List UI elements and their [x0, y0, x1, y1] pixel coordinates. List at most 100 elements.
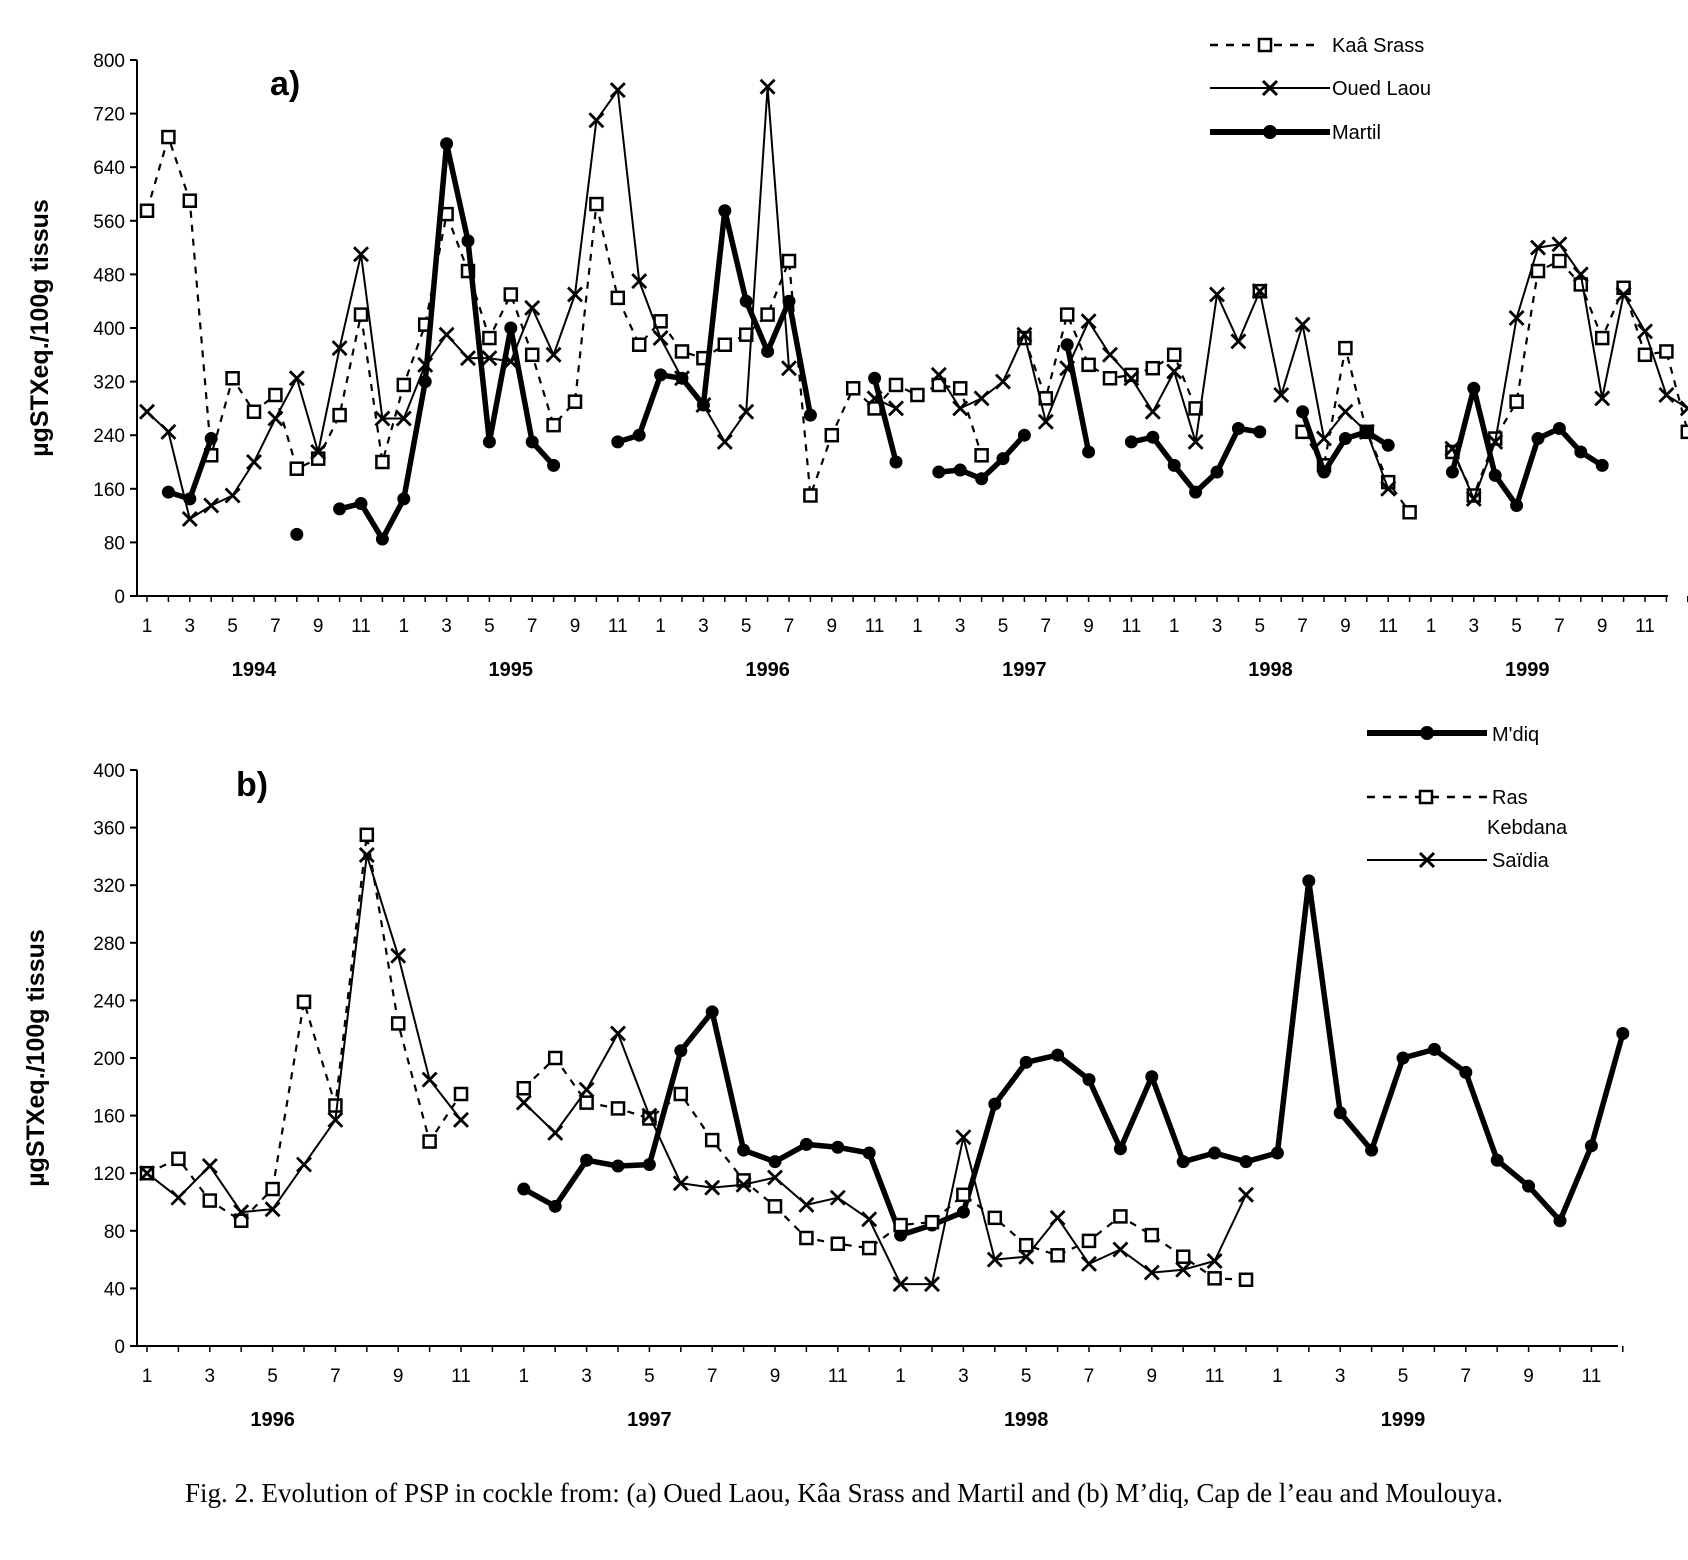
- series-line-ka-srass: [1451, 259, 1688, 497]
- data-point-martil: [739, 294, 753, 308]
- data-point-ka-srass: [1402, 505, 1417, 520]
- x-tick-label-a: 5: [998, 616, 1009, 637]
- data-point-sa-dia: [547, 1124, 564, 1141]
- data-point-oued-laou: [1037, 413, 1054, 430]
- data-point-martil: [868, 371, 882, 385]
- data-point-m-diq: [1490, 1153, 1504, 1167]
- x-tick-label-a: 1: [399, 616, 410, 637]
- series-line-martil: [1064, 344, 1092, 453]
- y-tick-label-b: 80: [104, 1222, 125, 1243]
- data-point-oued-laou: [438, 326, 455, 343]
- data-point-martil: [1531, 432, 1545, 446]
- data-point-sa-dia: [1143, 1264, 1160, 1281]
- legend-a-oued-laou-marker: [1261, 79, 1279, 97]
- legend-a: Kaâ Srass Oued Laou Martil: [1210, 35, 1431, 144]
- data-point-oued-laou: [374, 410, 391, 427]
- data-point-martil: [1360, 425, 1374, 439]
- x-tick-label-a: 1: [912, 616, 923, 637]
- x-tick-label-b: 9: [393, 1366, 404, 1387]
- data-point-ka-srass: [332, 407, 347, 423]
- series-line-oued-laou: [146, 85, 790, 520]
- data-point-martil: [1124, 435, 1138, 449]
- x-tick-label-a: 9: [1597, 616, 1608, 637]
- data-point-ka-srass: [524, 347, 540, 363]
- data-point-martil: [397, 492, 411, 506]
- data-point-sa-dia: [1238, 1186, 1254, 1203]
- data-point-ras-kebdana: [359, 827, 375, 843]
- data-point-sa-dia: [735, 1176, 752, 1193]
- panel-tag-b: b): [236, 766, 268, 804]
- data-point-ras-kebdana: [924, 1214, 940, 1230]
- data-point-sa-dia: [201, 1158, 218, 1174]
- data-point-sa-dia: [892, 1276, 909, 1293]
- x-tick-label-a: 7: [1554, 616, 1565, 637]
- data-point-oued-laou: [588, 112, 605, 129]
- x-tick-label-a: 11: [865, 616, 885, 637]
- data-point-m-diq: [988, 1097, 1002, 1111]
- legend-a-kaa-srass-marker: [1257, 37, 1273, 53]
- data-point-oued-laou: [1294, 316, 1311, 333]
- y-tick-label-b: 320: [93, 876, 125, 897]
- y-axis-title-a: µgSTXeq./100g tissus: [26, 199, 54, 457]
- data-point-oued-laou: [738, 403, 755, 420]
- data-point-oued-laou: [1337, 403, 1354, 420]
- data-point-ka-srass: [289, 461, 305, 476]
- x-tick-label-b: 11: [451, 1366, 471, 1387]
- x-tick-label-b: 5: [1021, 1366, 1032, 1387]
- data-point-martil: [1253, 425, 1267, 439]
- data-point-ras-kebdana: [799, 1230, 814, 1246]
- panel-tag-a: a): [270, 65, 300, 103]
- series-line-ka-srass: [145, 136, 983, 497]
- data-point-oued-laou: [995, 373, 1011, 390]
- x-tick-label-b: 1: [1272, 1366, 1283, 1387]
- data-point-oued-laou: [1123, 370, 1140, 387]
- y-tick-label-a: 400: [93, 319, 125, 340]
- data-point-sa-dia: [986, 1251, 1003, 1268]
- x-tick-label-a: 3: [698, 616, 709, 637]
- legend-b-saidia-label: Saïdia: [1492, 850, 1550, 872]
- data-point-sa-dia: [1206, 1253, 1223, 1270]
- data-point-ras-kebdana: [328, 1098, 343, 1113]
- x-tick-label-b: 3: [205, 1366, 216, 1387]
- data-point-sa-dia: [1049, 1209, 1066, 1226]
- y-tick-label-b: 360: [93, 819, 125, 840]
- x-tick-label-b: 7: [330, 1366, 341, 1387]
- data-point-oued-laou: [1530, 239, 1546, 256]
- x-tick-label-a: 7: [1297, 616, 1308, 637]
- legend-a-kaa-srass-label: Kaâ Srass: [1332, 35, 1424, 57]
- data-point-m-diq: [799, 1137, 813, 1151]
- x-tick-label-b: 9: [1523, 1366, 1534, 1387]
- data-point-ka-srass: [1659, 344, 1674, 359]
- x-tick-label-a: 9: [1340, 616, 1351, 637]
- data-point-ka-srass: [1102, 371, 1118, 386]
- data-point-martil: [183, 492, 197, 506]
- x-tick-label-b: 7: [1461, 1366, 1472, 1387]
- data-point-sa-dia: [704, 1179, 721, 1196]
- series-m-diq: [517, 874, 1630, 1242]
- data-point-m-diq: [1584, 1139, 1598, 1153]
- data-point-martil: [1146, 430, 1160, 444]
- data-point-ka-srass: [182, 193, 198, 208]
- series-line-oued-laou: [1451, 243, 1688, 500]
- y-tick-label-a: 240: [93, 426, 125, 447]
- y-tick-label-a: 320: [93, 373, 125, 394]
- data-point-oued-laou: [331, 340, 348, 357]
- y-tick-label-b: 200: [93, 1049, 125, 1070]
- data-point-sa-dia: [264, 1201, 281, 1218]
- data-point-ka-srass: [567, 394, 583, 409]
- data-point-martil: [889, 455, 903, 469]
- data-point-oued-laou: [1551, 236, 1568, 253]
- data-point-martil: [1338, 432, 1352, 446]
- data-point-ka-srass: [824, 427, 840, 443]
- data-point-m-diq: [705, 1005, 719, 1019]
- data-point-martil: [333, 502, 347, 516]
- data-point-m-diq: [956, 1205, 970, 1219]
- data-point-m-diq: [1333, 1106, 1347, 1120]
- data-point-martil: [654, 368, 668, 382]
- data-point-ka-srass: [974, 448, 989, 463]
- data-point-sa-dia: [861, 1211, 878, 1228]
- data-point-martil: [1445, 465, 1459, 479]
- x-tick-label-a: 5: [227, 616, 238, 637]
- x-tick-label-a: 9: [570, 616, 581, 637]
